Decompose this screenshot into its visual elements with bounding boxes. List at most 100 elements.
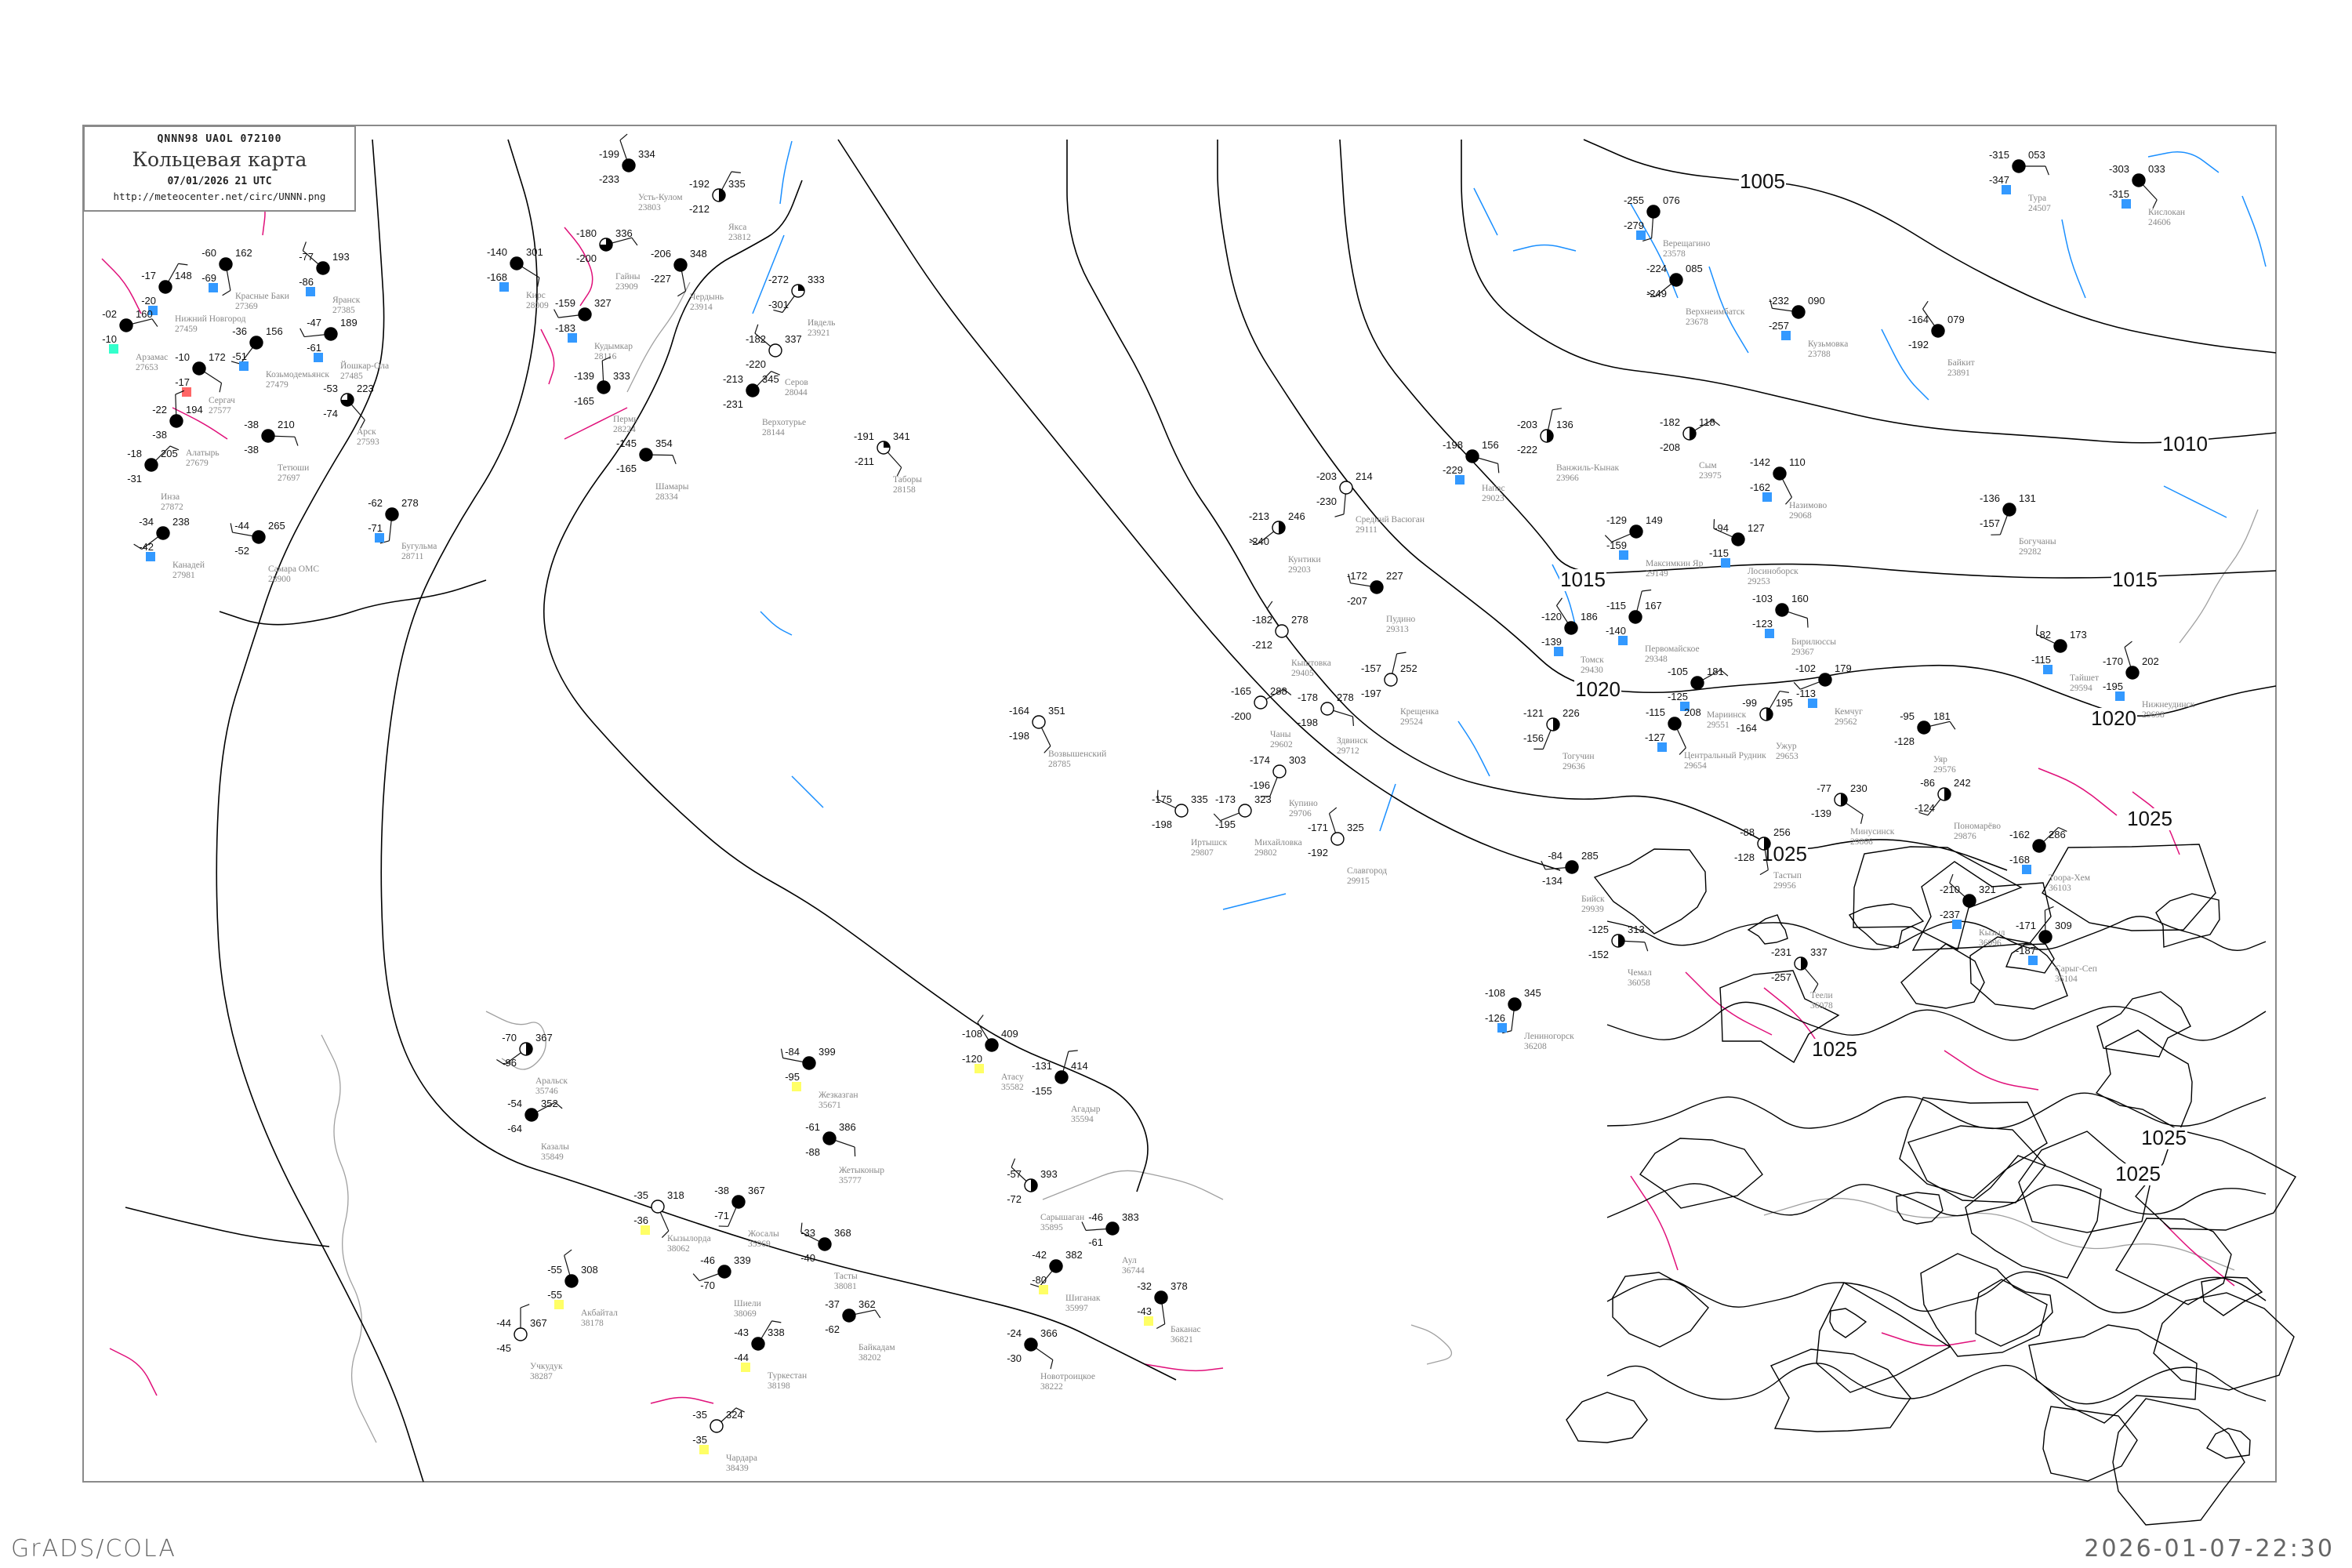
pressure-value: 252: [1400, 662, 1417, 674]
snow-cover-marker: [741, 1363, 750, 1372]
cloud-cover-fill: [1618, 935, 1624, 947]
temperature-value: -171: [2016, 920, 2036, 931]
cloud-cover-icon: [746, 383, 760, 397]
station-name: Учкудук: [530, 1362, 563, 1371]
pressure-value: 195: [1776, 697, 1793, 709]
station-id: 28224: [613, 425, 636, 434]
isobar-contour: [2028, 1324, 2198, 1424]
dewpoint-value: -240: [1249, 535, 1269, 547]
station-name: Центральный Рудник: [1684, 751, 1766, 760]
temperature-value: -145: [616, 437, 637, 449]
station-id: 35746: [535, 1087, 558, 1096]
pressure-value: 334: [638, 148, 655, 160]
isobar-label: 1025: [2115, 1162, 2161, 1185]
wind-barb-feather: [874, 1309, 881, 1319]
isobar-line: [837, 139, 1561, 871]
temperature-value: -102: [1795, 662, 1816, 674]
cloud-cover-icon: [261, 429, 275, 443]
station-name: Тайшет: [2070, 673, 2099, 683]
cloud-cover-icon: [1818, 673, 1832, 687]
isotherm-line-positive: [540, 328, 555, 385]
station-id: 29023: [1482, 494, 1504, 503]
temperature-value: -38: [244, 419, 259, 430]
temperature-value: -24: [1007, 1327, 1022, 1339]
isobar-contour: [2018, 1131, 2151, 1233]
pressure-value: 181: [1707, 666, 1724, 677]
dewpoint-value: -139: [1541, 636, 1562, 648]
isotherm-line-negative: [2241, 195, 2267, 267]
wind-barb-feather: [178, 263, 188, 266]
pressure-value: 090: [1808, 295, 1825, 307]
cloud-cover-icon: [1339, 481, 1353, 495]
station-name: Козьмодемьянск: [266, 370, 329, 379]
temperature-value: -55: [547, 1264, 562, 1276]
pressure-value: 160: [1791, 593, 1809, 604]
wind-barb-feather: [219, 383, 223, 393]
dewpoint-value: -127: [1645, 731, 1665, 743]
cloud-cover-fill: [798, 285, 804, 291]
temperature-value: -36: [232, 325, 247, 337]
dewpoint-value: -168: [2009, 854, 2030, 866]
temperature-value: -22: [152, 404, 167, 416]
temperature-value: -170: [2103, 655, 2123, 667]
isobar-label-bg: [2111, 569, 2158, 591]
snow-cover-marker: [554, 1300, 564, 1309]
cloud-cover-icon: [1154, 1290, 1168, 1305]
dewpoint-value: -157: [1980, 517, 2000, 529]
isobar-contour: [1899, 1097, 2048, 1199]
dewpoint-value: -164: [1737, 722, 1757, 734]
temperature-value: -77: [299, 251, 314, 263]
isobar-label: 1010: [2162, 432, 2208, 456]
station-name: Серов: [785, 378, 808, 387]
wind-barb-feather: [1922, 300, 1929, 310]
temperature-value: -60: [201, 247, 216, 259]
cloud-cover-icon: [158, 280, 172, 294]
dewpoint-value: -61: [1088, 1236, 1103, 1248]
pressure-value: 351: [1048, 705, 1065, 717]
cloud-cover-icon: [1773, 466, 1787, 481]
isobar-line: [1583, 139, 2277, 354]
isotherm-line-positive: [1144, 1363, 1224, 1372]
station-name: Сарышаган: [1040, 1213, 1084, 1222]
temperature-value: -108: [1485, 987, 1505, 999]
isobar-contour: [1770, 1348, 1911, 1432]
temperature-value: -182: [1252, 614, 1272, 626]
pressure-value: 333: [808, 274, 825, 285]
snow-cover-marker: [1618, 636, 1628, 645]
station-name: Теели: [1810, 991, 1833, 1000]
station-id: 23803: [638, 203, 661, 212]
pressure-value: 226: [1563, 707, 1580, 719]
cloud-cover-icon: [2125, 666, 2140, 680]
dewpoint-value: -200: [1231, 710, 1251, 722]
isotherm-line-positive: [1881, 1332, 1976, 1347]
station-name: Пудино: [1386, 615, 1415, 624]
cloud-cover-icon: [1370, 580, 1384, 594]
station-id: 27459: [175, 325, 198, 334]
pressure-value: 033: [2148, 163, 2165, 175]
temperature-value: -199: [599, 148, 619, 160]
wind-barb-feather: [2035, 625, 2038, 635]
isobar-contour: [2005, 943, 2055, 974]
dewpoint-value: -211: [855, 456, 874, 467]
wind-barb-feather: [661, 1230, 670, 1239]
pressure-value: 325: [1347, 822, 1364, 833]
station-name: Максимкин Яр: [1646, 559, 1704, 568]
dewpoint-value: -62: [825, 1323, 840, 1335]
cloud-cover-fill: [1031, 1179, 1037, 1192]
temperature-value: -120: [1541, 611, 1562, 622]
station-name: Богучаны: [2019, 537, 2056, 546]
dewpoint-value: -64: [507, 1123, 522, 1134]
